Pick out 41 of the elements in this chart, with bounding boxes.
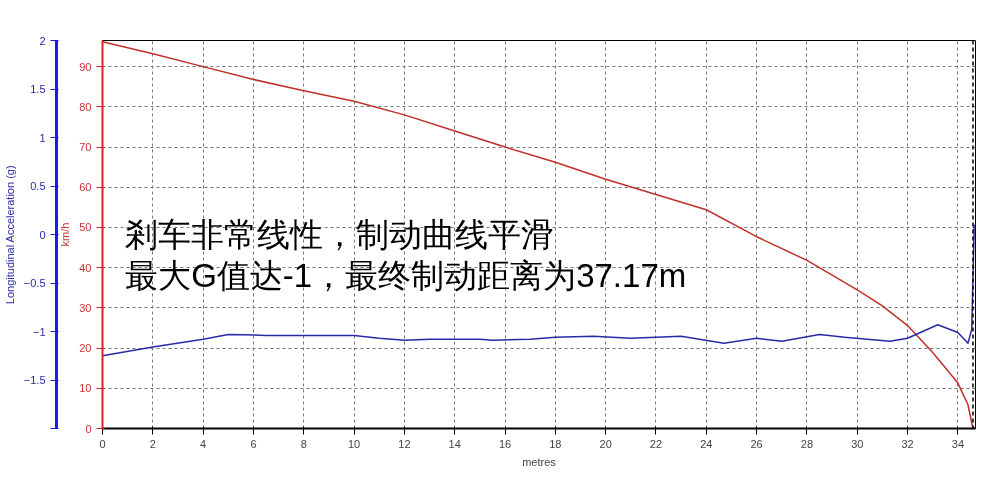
y-tick-label: 80 — [79, 100, 92, 113]
y-tick-label: 90 — [79, 60, 92, 73]
x-tick-label: 24 — [700, 437, 713, 450]
annotation: 最大G值达-1，最终制动距离为37.17m — [125, 256, 687, 294]
y2-tick-label: −1 — [32, 325, 46, 338]
y-tick-label: 70 — [79, 141, 92, 154]
x-tick-label: 34 — [951, 437, 965, 450]
y-tick-label: 40 — [79, 261, 92, 274]
y-tick-label: 10 — [79, 382, 92, 395]
x-tick-label: 8 — [300, 437, 307, 450]
x-tick-label: 22 — [649, 437, 663, 450]
y-tick-label: 20 — [79, 342, 92, 355]
x-tick-label: 4 — [200, 437, 207, 450]
x-tick-label: 26 — [750, 437, 763, 450]
annotation: 剎车非常线性，制动曲线平滑 — [125, 216, 555, 253]
x-tick-label: 20 — [599, 437, 612, 450]
x-tick-label: 0 — [99, 437, 106, 450]
y-tick-label: 60 — [79, 181, 92, 194]
y2-tick-label: 2 — [39, 34, 46, 47]
x-tick-label: 18 — [549, 437, 562, 450]
y-tick-label: 0 — [85, 422, 92, 435]
y2-tick-label: 1.5 — [30, 83, 46, 95]
x-axis-title: metres — [522, 455, 557, 468]
y2-axis-title: Longitudinal Acceleration (g) — [3, 165, 16, 305]
x-tick-label: 16 — [498, 437, 512, 450]
x-tick-label: 12 — [398, 437, 411, 450]
x-tick-label: 32 — [901, 437, 914, 450]
y2-tick-label: −1.5 — [23, 374, 46, 386]
x-tick-label: 14 — [448, 437, 461, 450]
x-tick-label: 10 — [347, 437, 361, 450]
x-tick-label: 2 — [149, 437, 156, 450]
y-axis-title: km/h — [59, 222, 72, 247]
y2-tick-label: 1 — [39, 131, 46, 144]
x-tick-label: 6 — [250, 437, 257, 450]
y-tick-label: 30 — [79, 301, 92, 314]
x-tick-label: 30 — [851, 437, 864, 450]
y-tick-label: 50 — [79, 221, 92, 234]
y2-tick-label: 0.5 — [30, 180, 46, 192]
y2-tick-label: 0 — [39, 228, 46, 241]
y2-tick-label: −0.5 — [23, 277, 46, 289]
x-tick-label: 28 — [800, 437, 814, 450]
